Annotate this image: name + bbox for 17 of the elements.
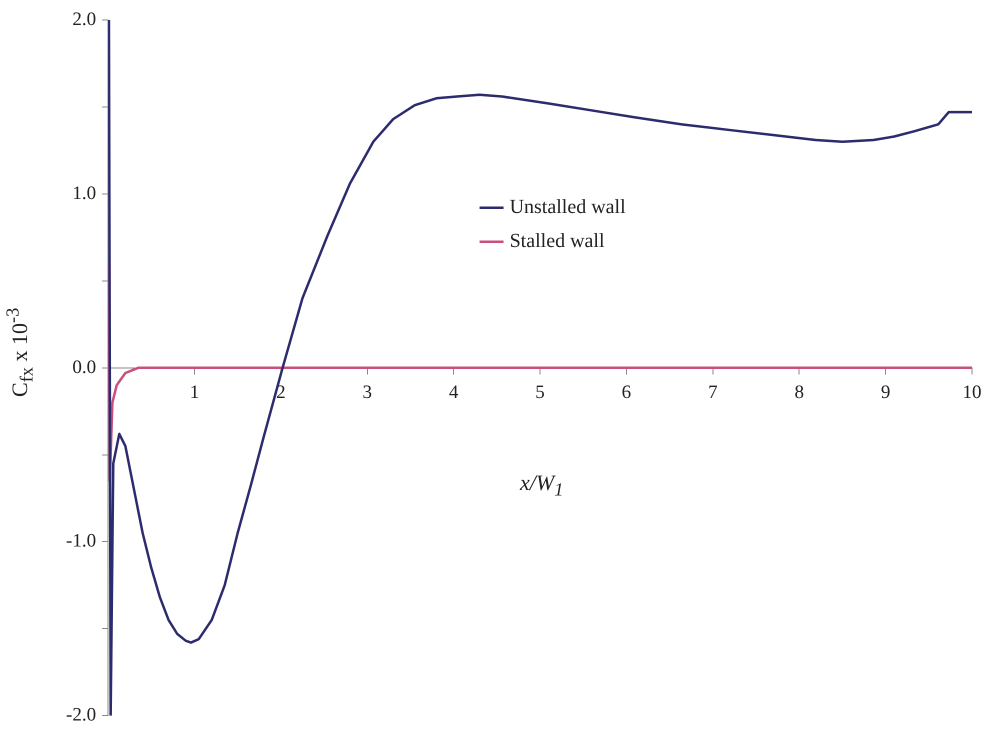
- y-tick-label: 1.0: [72, 182, 96, 204]
- y-tick-label: 2.0: [72, 8, 96, 30]
- legend-label: Stalled wall: [510, 230, 605, 252]
- x-tick-label: 1: [190, 382, 200, 404]
- y-tick-label: -1.0: [66, 530, 96, 552]
- x-tick-label: 6: [622, 382, 632, 404]
- y-tick-label: -2.0: [66, 704, 96, 726]
- x-tick-label: 8: [794, 382, 804, 404]
- x-tick-label: 3: [362, 382, 372, 404]
- x-tick-label: 7: [708, 382, 718, 404]
- x-tick-label: 4: [448, 382, 459, 404]
- x-tick-label: 9: [880, 382, 890, 404]
- legend-label: Unstalled wall: [510, 196, 626, 218]
- x-tick-label: 5: [535, 382, 545, 404]
- x-tick-label: 10: [962, 382, 982, 404]
- y-tick-label: 0.0: [72, 356, 96, 378]
- x-axis-title: x/W$_{1}$: [520, 470, 564, 500]
